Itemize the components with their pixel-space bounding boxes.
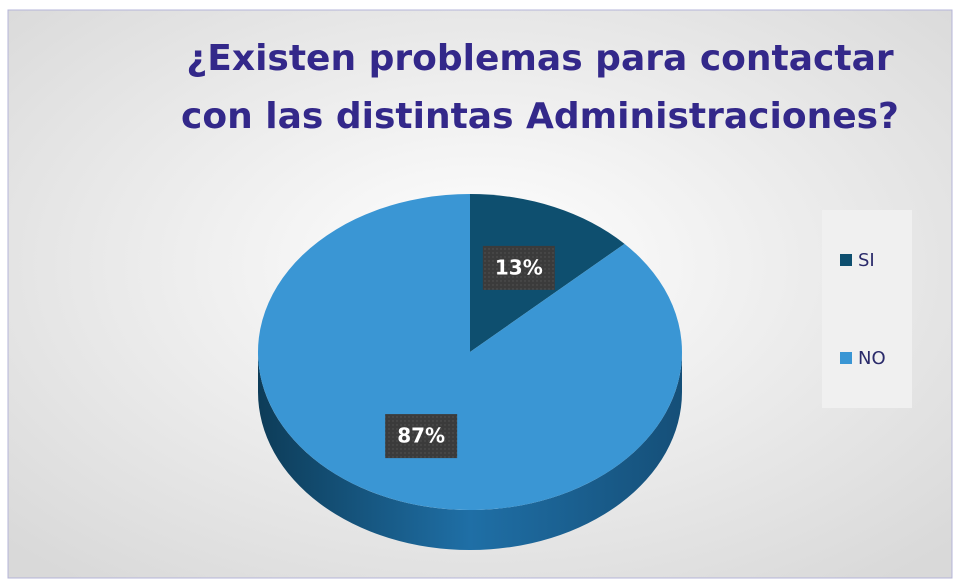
legend-label: SI [858, 250, 875, 271]
legend-swatch [840, 254, 852, 266]
legend-swatch [840, 352, 852, 364]
legend-box [822, 210, 912, 408]
pie-side [258, 352, 682, 550]
chart-title: ¿Existen problemas para contactar con la… [181, 38, 899, 137]
legend-label: NO [858, 348, 886, 369]
data-label-box [482, 245, 555, 290]
data-label-box [385, 414, 458, 459]
data-label: 87% [397, 424, 445, 448]
data-label: 13% [495, 255, 543, 279]
pie-slice [257, 194, 682, 510]
